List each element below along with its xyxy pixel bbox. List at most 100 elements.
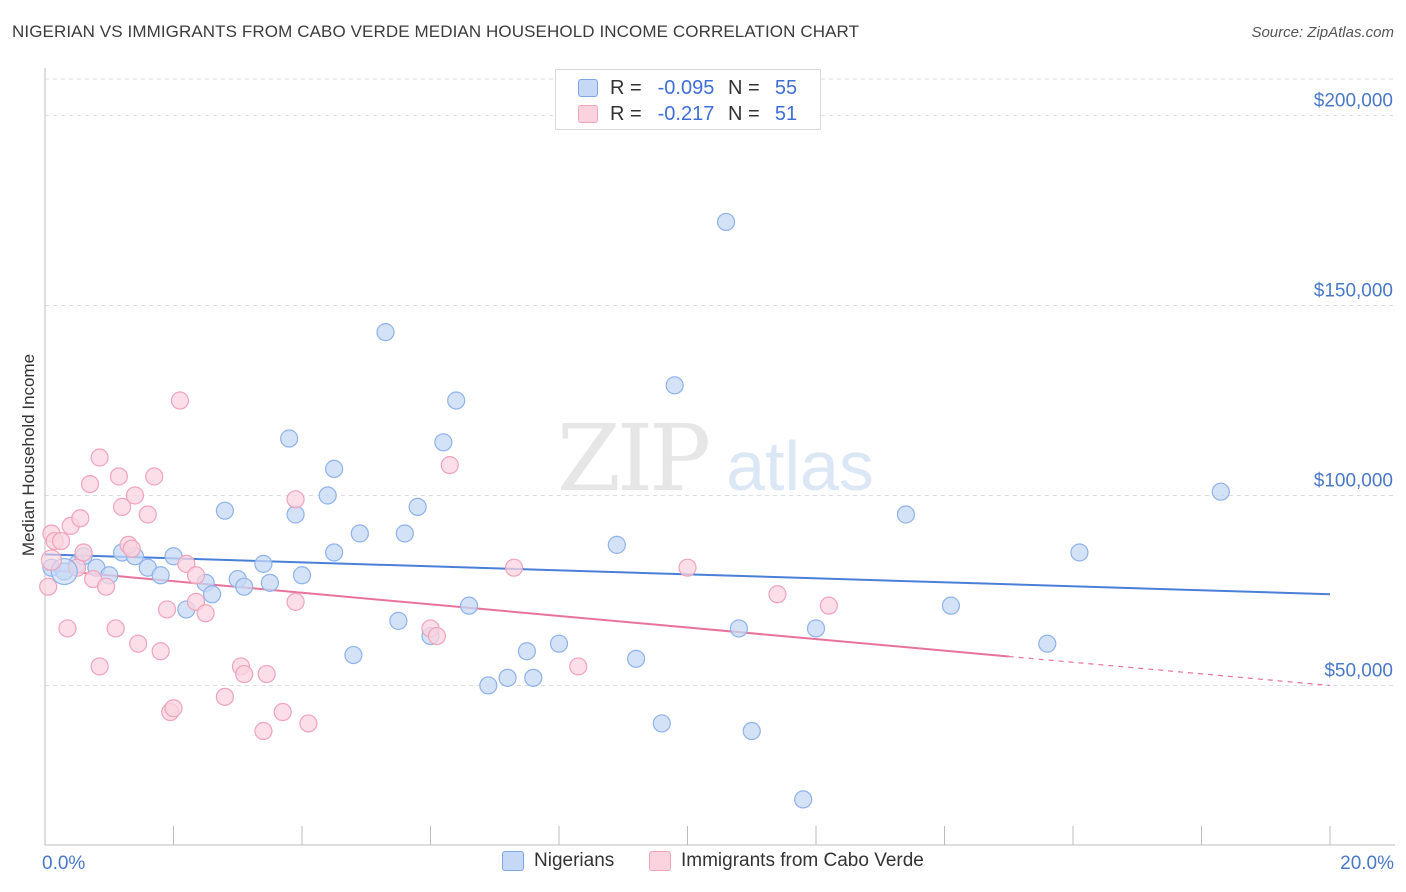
- data-point: [74, 543, 93, 562]
- x-tick-label-0: 0.0%: [42, 853, 85, 874]
- data-point: [325, 543, 344, 562]
- data-point: [286, 592, 305, 611]
- data-point: [517, 642, 536, 661]
- data-point: [459, 596, 479, 615]
- watermark-atlas: atlas: [726, 427, 874, 505]
- data-point: [286, 490, 305, 509]
- bottom-legend-swatch-cabo-verde: [649, 851, 671, 871]
- data-point: [569, 657, 588, 676]
- data-point: [235, 664, 254, 684]
- data-point: [273, 702, 292, 722]
- legend-box: R = -0.095 N = 55 R = -0.217 N = 51: [555, 69, 821, 130]
- watermark-zip: ZIP: [557, 405, 708, 512]
- data-point: [716, 212, 736, 232]
- data-point: [768, 585, 787, 604]
- data-point: [389, 611, 408, 630]
- data-point: [325, 459, 344, 478]
- data-point: [40, 549, 63, 571]
- data-point: [51, 531, 71, 551]
- data-point: [109, 467, 128, 486]
- bottom-legend-nigerians[interactable]: Nigerians: [502, 850, 614, 872]
- axes: [44, 68, 1395, 846]
- data-point: [71, 509, 90, 528]
- data-point: [215, 687, 234, 706]
- data-point: [145, 467, 164, 486]
- data-point: [678, 558, 697, 577]
- data-point: [151, 566, 170, 585]
- data-point: [652, 714, 671, 733]
- watermark: ZIP atlas: [557, 405, 874, 512]
- data-point: [318, 486, 337, 505]
- data-point: [941, 596, 961, 615]
- data-point: [742, 721, 761, 741]
- y-tick-label-0: $50,000: [1324, 660, 1393, 681]
- data-point: [186, 566, 206, 585]
- y-tick-labels: $50,000 $100,000 $150,000 $200,000: [1314, 91, 1393, 682]
- data-point: [106, 619, 125, 638]
- legend-r-value: -0.217: [657, 102, 715, 125]
- data-point: [138, 505, 157, 524]
- data-points: [39, 212, 1230, 809]
- data-point: [504, 558, 524, 577]
- data-point: [408, 497, 427, 516]
- data-point: [254, 554, 273, 573]
- data-point: [434, 433, 453, 452]
- data-point: [122, 539, 141, 558]
- y-tick-label-2: $150,000: [1314, 281, 1393, 302]
- source-label: Source: ZipAtlas.com: [1251, 24, 1394, 41]
- legend-r-value: -0.095: [657, 76, 715, 99]
- data-point: [607, 535, 626, 554]
- bottom-legend-swatch-nigerians: [502, 851, 524, 871]
- bottom-legend-label-nigerians: Nigerians: [534, 850, 615, 871]
- data-point: [447, 391, 466, 410]
- y-axis-label: Median Household Income: [19, 354, 38, 556]
- trend-line-cabo-verde-extension: [1008, 655, 1331, 687]
- data-point: [549, 634, 569, 653]
- data-point: [80, 474, 100, 494]
- x-tick-labels: 0.0% 20.0%: [42, 853, 1394, 874]
- data-point: [39, 577, 58, 596]
- data-point: [498, 668, 517, 687]
- data-point: [58, 619, 77, 638]
- data-point: [350, 524, 369, 543]
- data-point: [292, 566, 312, 585]
- y-tick-label-1: $100,000: [1314, 470, 1393, 491]
- data-point: [286, 505, 305, 524]
- data-point: [665, 376, 684, 395]
- legend-n-label: N =: [728, 102, 760, 125]
- data-point: [794, 790, 813, 809]
- legend-swatch-cabo-verde: [578, 105, 598, 123]
- data-point: [90, 448, 109, 467]
- data-point: [202, 585, 222, 604]
- x-tick-label-1: 20.0%: [1340, 853, 1394, 874]
- data-point: [151, 642, 170, 661]
- data-point: [257, 664, 276, 684]
- data-point: [440, 455, 459, 475]
- data-point: [896, 505, 916, 524]
- legend-row-cabo-verde: R = -0.217 N = 51: [578, 102, 804, 126]
- data-point: [280, 429, 299, 448]
- legend-swatch-nigerians: [578, 79, 598, 97]
- data-point: [1070, 543, 1089, 562]
- legend-n-value: 51: [774, 102, 798, 125]
- data-point: [427, 626, 447, 646]
- data-point: [395, 524, 414, 543]
- data-point: [129, 634, 148, 653]
- y-tick-label-3: $200,000: [1314, 91, 1393, 112]
- data-point: [479, 676, 498, 695]
- data-point: [1038, 634, 1057, 653]
- data-point: [344, 645, 363, 665]
- data-point: [90, 657, 109, 676]
- data-point: [112, 497, 132, 516]
- bottom-legend: Nigerians Immigrants from Cabo Verde: [0, 850, 1406, 878]
- legend-r-label: R =: [610, 76, 642, 99]
- data-point: [125, 486, 145, 505]
- data-point: [215, 501, 234, 520]
- bottom-legend-cabo-verde[interactable]: Immigrants from Cabo Verde: [649, 850, 924, 872]
- data-point: [729, 619, 749, 638]
- legend-row-nigerians: R = -0.095 N = 55: [578, 76, 804, 100]
- series-cabo-verde: [39, 391, 838, 741]
- data-point: [806, 619, 826, 638]
- data-point: [254, 721, 273, 741]
